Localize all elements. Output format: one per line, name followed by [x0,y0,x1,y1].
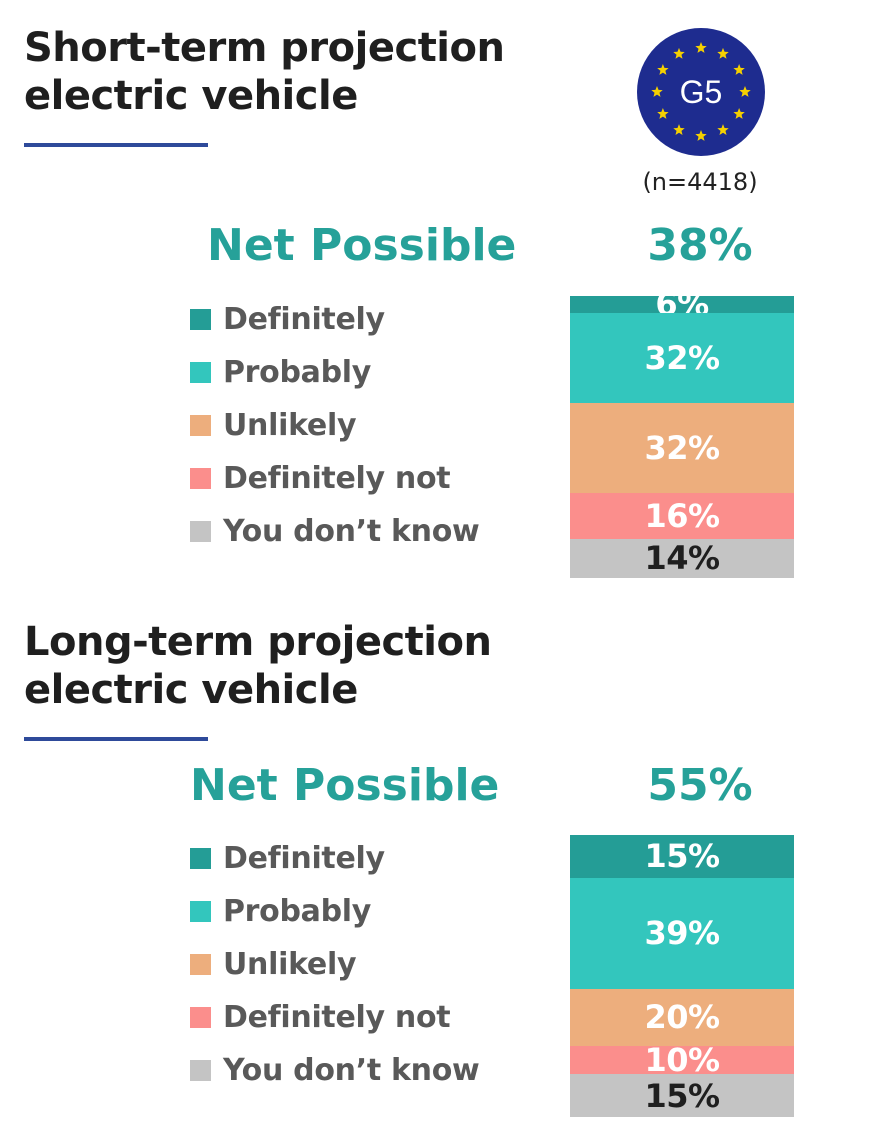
long-term-net-label: Net Possible [190,760,500,811]
bar-data-label: 32% [644,339,720,378]
bar-segment-probably: 39% [570,877,794,989]
legend-label: Definitely [223,302,385,337]
badge-star-icon [673,124,685,135]
bar-segment-dont-know: 14% [570,538,794,578]
legend-swatch [190,309,211,330]
badge-circle [637,28,765,156]
bar-segment-probably: 32% [570,312,794,404]
badge-star-icon [739,86,751,97]
short-term-net-label: Net Possible [207,220,517,271]
badge-stars [651,42,751,141]
g5-badge: G5 [637,28,765,156]
bar-segment-definitely: 6% [570,288,794,320]
bar-data-label: 14% [644,539,720,578]
bar-segment-definitely: 15% [570,835,794,878]
legend-item-definitely-not: Definitely not [190,452,479,505]
bar-segment-definitely-not: 16% [570,493,794,539]
sample-size: (n=4418) [642,168,758,196]
badge-label: G5 [680,74,723,110]
bar-segment-unlikely: 20% [570,988,794,1046]
bar-data-label: 20% [644,998,720,1037]
badge-star-icon [695,130,707,141]
long-term-title-line-1: Long-term projection [24,619,492,665]
bar-segment-unlikely: 32% [570,403,794,494]
badge-star-icon [733,108,745,119]
legend-item-unlikely: Unlikely [190,938,479,991]
legend-label: Definitely not [223,461,451,496]
long-term-legend: Definitely Probably Unlikely Definitely not… [190,832,480,1097]
short-term-title-underline [24,143,208,147]
eu-stars-badge-icon: G5 [637,28,765,156]
badge-star-icon [733,64,745,75]
legend-item-definitely: Definitely [190,832,479,885]
legend-item-probably: Probably [190,346,479,399]
legend-label: Unlikely [223,947,357,982]
legend-label: Unlikely [223,408,357,443]
bar-segment-definitely-not: 10% [570,1041,794,1080]
bar-data-label: 15% [644,1076,720,1115]
long-term-title-line-2: electric vehicle [24,667,358,713]
long-term-title-underline [24,737,208,741]
badge-star-icon [657,108,669,119]
legend-item-probably: Probably [190,885,479,938]
legend-swatch [190,521,211,542]
legend-item-definitely: Definitely [190,293,479,346]
legend-label: You don’t know [223,514,480,549]
long-term-title: Long-term projection electric vehicle [24,618,492,714]
badge-star-icon [651,86,663,97]
badge-star-icon [657,64,669,75]
legend-swatch [190,954,211,975]
bar-segment-dont-know: 15% [570,1074,794,1117]
legend-item-dont-know: You don’t know [190,505,480,558]
legend-swatch [190,848,211,869]
bar-data-label: 15% [644,837,720,876]
short-term-title: Short-term projection electric vehicle [24,24,505,120]
legend-swatch [190,415,211,436]
long-term-net-value: 55% [647,760,753,811]
legend-swatch [190,901,211,922]
legend-swatch [190,1060,211,1081]
legend-label: Probably [223,894,372,929]
short-term-title-line-1: Short-term projection [24,25,505,71]
bar-data-label: 39% [644,914,720,953]
legend-item-unlikely: Unlikely [190,399,479,452]
short-term-net-value: 38% [647,220,753,271]
bar-data-label: 16% [644,496,720,535]
short-term-legend: Definitely Probably Unlikely Definitely not… [190,293,480,558]
legend-label: You don’t know [223,1053,480,1088]
badge-star-icon [673,47,685,59]
legend-label: Definitely [223,841,385,876]
short-term-stacked-bar: 6% 32% 32% 16% 14% [570,288,794,578]
legend-label: Probably [223,355,372,390]
legend-swatch [190,468,211,489]
legend-item-dont-know: You don’t know [190,1044,480,1097]
badge-star-icon [717,124,729,135]
long-term-stacked-bar: 15% 39% 20% 10% 15% [570,835,794,1117]
badge-star-icon [717,47,729,59]
legend-swatch [190,1007,211,1028]
legend-swatch [190,362,211,383]
bar-data-label: 32% [644,429,720,468]
short-term-title-line-2: electric vehicle [24,73,358,119]
legend-item-definitely-not: Definitely not [190,991,479,1044]
legend-label: Definitely not [223,1000,451,1035]
badge-star-icon [695,42,707,53]
bar-data-label: 10% [644,1041,720,1080]
